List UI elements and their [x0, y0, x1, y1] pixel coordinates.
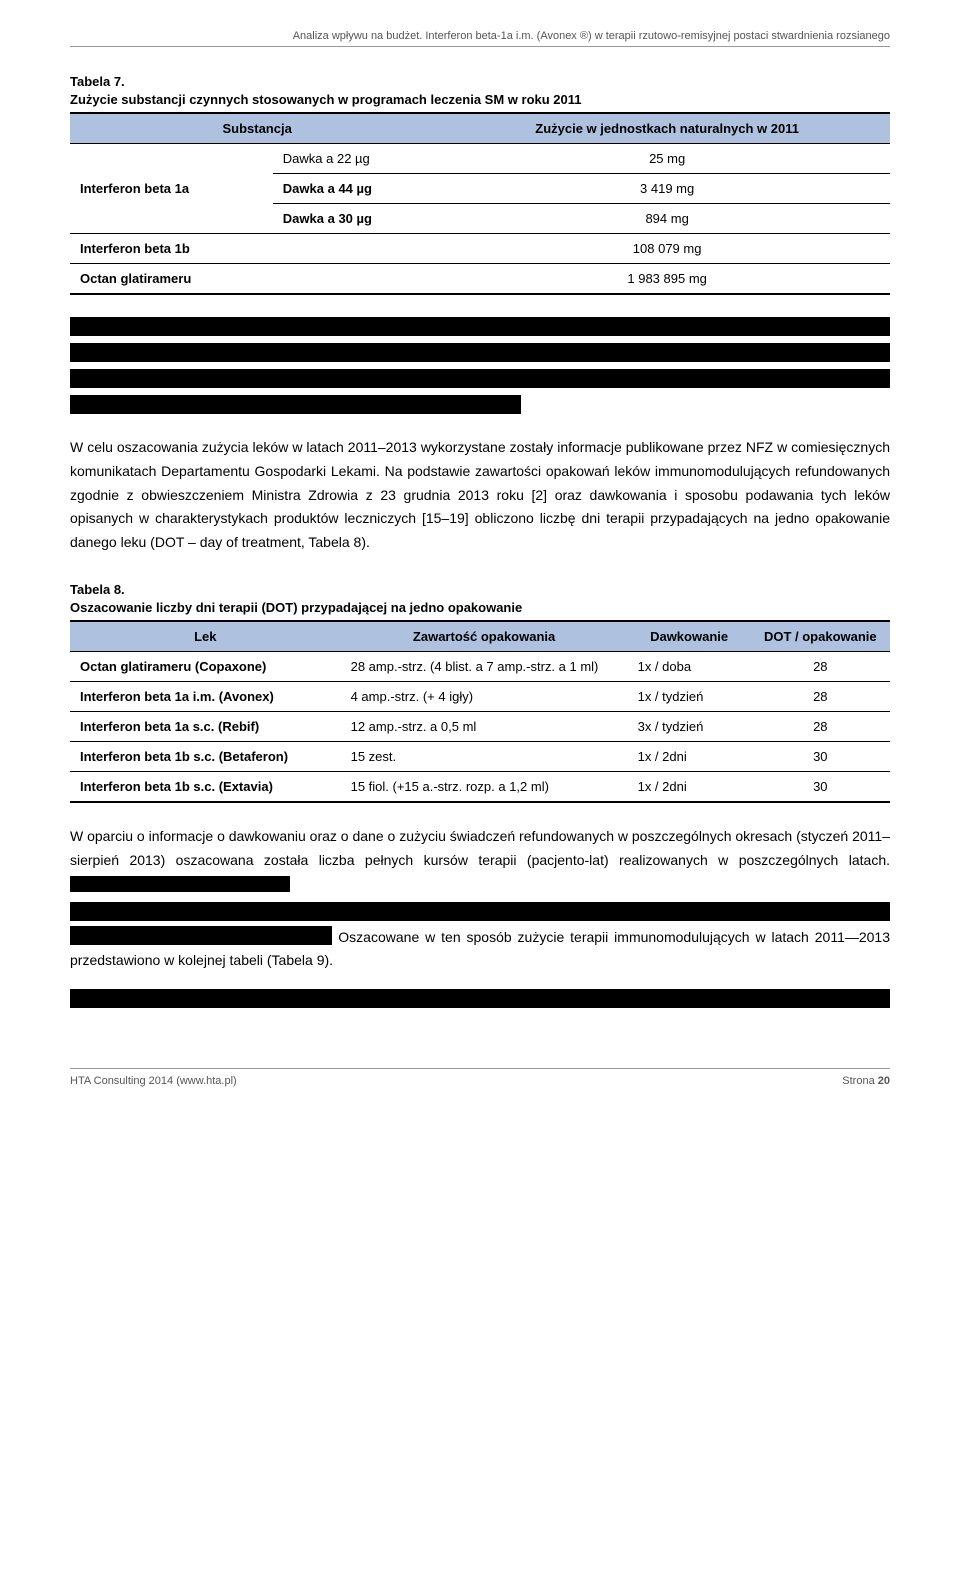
table-row: Interferon beta 1a Dawka a 22 µg 25 mg: [70, 144, 890, 174]
running-header: Analiza wpływu na budżet. Interferon bet…: [70, 30, 890, 47]
t8-h3: DOT / opakowanie: [751, 621, 890, 652]
table8-caption-title: Oszacowanie liczby dni terapii (DOT) prz…: [70, 600, 522, 615]
redact-line: [70, 395, 521, 414]
t7-r0c2: Dawka a 22 µg: [273, 144, 444, 174]
t8-h1: Zawartość opakowania: [341, 621, 628, 652]
t8r1c2: 1x / tydzień: [628, 682, 751, 712]
running-title-text: Analiza wpływu na budżet. Interferon bet…: [293, 30, 890, 42]
t8r4c2: 1x / 2dni: [628, 772, 751, 803]
table7-caption-title: Zużycie substancji czynnych stosowanych …: [70, 92, 582, 107]
table-row: Octan glatirameru 1 983 895 mg: [70, 264, 890, 295]
t7-r3c3: 108 079 mg: [444, 234, 890, 264]
page-footer: HTA Consulting 2014 (www.hta.pl) Strona …: [70, 1068, 890, 1087]
table7-caption-num: Tabela 7.: [70, 74, 125, 89]
t7-r1c1: Interferon beta 1a: [70, 144, 273, 234]
table7: Substancja Zużycie w jednostkach natural…: [70, 112, 890, 295]
table-row: Interferon beta 1b s.c. (Extavia) 15 fio…: [70, 772, 890, 803]
t7-r1c3: 3 419 mg: [444, 174, 890, 204]
t8r2c0: Interferon beta 1a s.c. (Rebif): [70, 712, 341, 742]
t7-r2c2: Dawka a 30 µg: [273, 204, 444, 234]
redact-inline: [70, 926, 332, 945]
t7-r0c3: 25 mg: [444, 144, 890, 174]
t8r3c2: 1x / 2dni: [628, 742, 751, 772]
redact-line: [70, 317, 890, 336]
table-row: Interferon beta 1b s.c. (Betaferon) 15 z…: [70, 742, 890, 772]
t8-h0: Lek: [70, 621, 341, 652]
t8r0c3: 28: [751, 652, 890, 682]
t8r1c1: 4 amp.-strz. (+ 4 igły): [341, 682, 628, 712]
table7-col1: Substancja: [70, 113, 444, 144]
t8r3c0: Interferon beta 1b s.c. (Betaferon): [70, 742, 341, 772]
t8r1c3: 28: [751, 682, 890, 712]
table7-col2: Zużycie w jednostkach naturalnych w 2011: [444, 113, 890, 144]
t7-r3c1: Interferon beta 1b: [70, 234, 444, 264]
table8-caption: Tabela 8. Oszacowanie liczby dni terapii…: [70, 581, 890, 616]
table8-header-row: Lek Zawartość opakowania Dawkowanie DOT …: [70, 621, 890, 652]
t7-r4c1: Octan glatirameru: [70, 264, 444, 295]
t8r3c3: 30: [751, 742, 890, 772]
table7-header-row: Substancja Zużycie w jednostkach natural…: [70, 113, 890, 144]
table-row: Interferon beta 1b 108 079 mg: [70, 234, 890, 264]
t8r2c1: 12 amp.-strz. a 0,5 ml: [341, 712, 628, 742]
footer-page-label: Strona: [842, 1075, 877, 1087]
t8r0c0: Octan glatirameru (Copaxone): [70, 652, 341, 682]
page-container: Analiza wpływu na budżet. Interferon bet…: [0, 0, 960, 1107]
redacted-block-1: [70, 317, 890, 414]
t8r2c2: 3x / tydzień: [628, 712, 751, 742]
footer-page-num: 20: [878, 1075, 890, 1087]
table8: Lek Zawartość opakowania Dawkowanie DOT …: [70, 620, 890, 803]
table7-caption: Tabela 7. Zużycie substancji czynnych st…: [70, 73, 890, 108]
t8r2c3: 28: [751, 712, 890, 742]
t7-r2c3: 894 mg: [444, 204, 890, 234]
para2-pre: W oparciu o informacje o dawkowaniu oraz…: [70, 828, 890, 868]
t8r4c0: Interferon beta 1b s.c. (Extavia): [70, 772, 341, 803]
t8r3c1: 15 zest.: [341, 742, 628, 772]
redact-inline: [70, 902, 890, 921]
t8r4c3: 30: [751, 772, 890, 803]
t7-r4c3: 1 983 895 mg: [444, 264, 890, 295]
paragraph-2: W oparciu o informacje o dawkowaniu oraz…: [70, 825, 890, 973]
table8-caption-num: Tabela 8.: [70, 582, 125, 597]
t8-h2: Dawkowanie: [628, 621, 751, 652]
t7-r1c2: Dawka a 44 µg: [273, 174, 444, 204]
table-row: Octan glatirameru (Copaxone) 28 amp.-str…: [70, 652, 890, 682]
t8r1c0: Interferon beta 1a i.m. (Avonex): [70, 682, 341, 712]
t8r0c1: 28 amp.-strz. (4 blist. a 7 amp.-strz. a…: [341, 652, 628, 682]
table-row: Interferon beta 1a i.m. (Avonex) 4 amp.-…: [70, 682, 890, 712]
footer-right: Strona 20: [842, 1075, 890, 1087]
paragraph-1: W celu oszacowania zużycia leków w latac…: [70, 436, 890, 555]
table-row: Interferon beta 1a s.c. (Rebif) 12 amp.-…: [70, 712, 890, 742]
t8r4c1: 15 fiol. (+15 a.-strz. rozp. a 1,2 ml): [341, 772, 628, 803]
redacted-block-2: [70, 989, 890, 1008]
redact-inline: [70, 876, 290, 892]
redact-line: [70, 343, 890, 362]
t8r0c2: 1x / doba: [628, 652, 751, 682]
footer-left: HTA Consulting 2014 (www.hta.pl): [70, 1075, 237, 1087]
redact-line: [70, 369, 890, 388]
